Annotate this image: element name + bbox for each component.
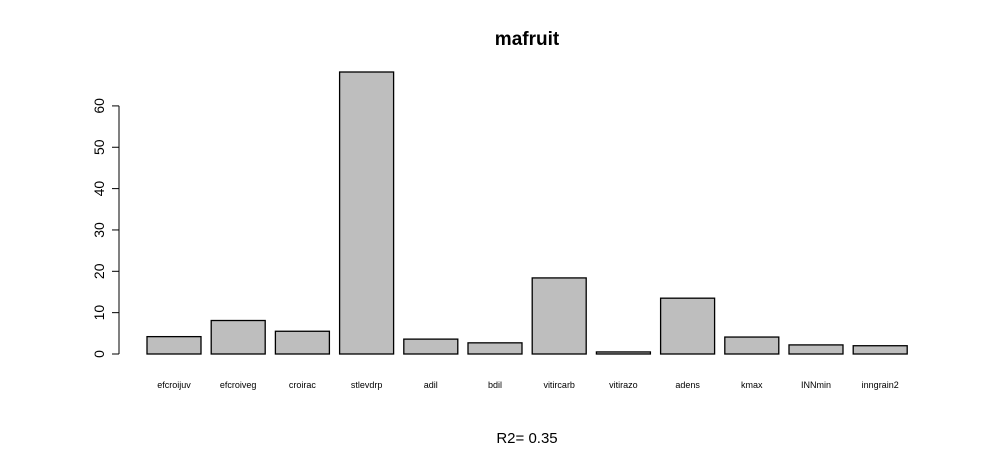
r2-label: R2= 0.35 xyxy=(496,430,557,447)
bar-INNmin xyxy=(788,344,844,355)
category-labels: efcroijuv efcroiveg croirac stlevdrp adil bdi… xyxy=(157,380,898,390)
chart-title: mafruit xyxy=(495,29,560,50)
y-tick-label: 60 xyxy=(91,98,107,114)
category-label: efcroiveg xyxy=(220,380,257,390)
bars xyxy=(146,71,908,355)
bar-adens xyxy=(659,297,716,355)
y-tick-label: 50 xyxy=(91,139,107,155)
category-label: adens xyxy=(675,380,700,390)
bar-kmax xyxy=(724,336,780,355)
bar-efcroijuv xyxy=(146,335,202,355)
category-label: stlevdrp xyxy=(351,380,383,390)
y-tick-label: 40 xyxy=(91,181,107,197)
y-tick-label: 20 xyxy=(91,263,107,279)
bar-croirac xyxy=(274,330,331,355)
category-label: bdil xyxy=(488,380,502,390)
category-label: adil xyxy=(424,380,438,390)
bar-efcroiveg xyxy=(210,319,266,355)
category-label: vitircarb xyxy=(543,380,575,390)
bar-vitircarb xyxy=(531,277,587,355)
y-tick-label: 0 xyxy=(91,350,107,358)
y-axis: 0 10 20 30 40 50 60 xyxy=(91,98,120,358)
category-label: vitirazo xyxy=(609,380,638,390)
bar-vitirazo xyxy=(595,351,652,355)
bar-adil xyxy=(403,338,459,355)
bar-inngrain2 xyxy=(852,345,908,355)
bar-bdil xyxy=(467,342,523,355)
category-label: efcroijuv xyxy=(157,380,191,390)
category-label: inngrain2 xyxy=(862,380,899,390)
y-tick-label: 10 xyxy=(91,305,107,321)
category-label: INNmin xyxy=(801,380,831,390)
category-label: kmax xyxy=(741,380,763,390)
bar-stlevdrp xyxy=(338,71,395,355)
y-tick-label: 30 xyxy=(91,222,107,238)
category-label: croirac xyxy=(289,380,317,390)
